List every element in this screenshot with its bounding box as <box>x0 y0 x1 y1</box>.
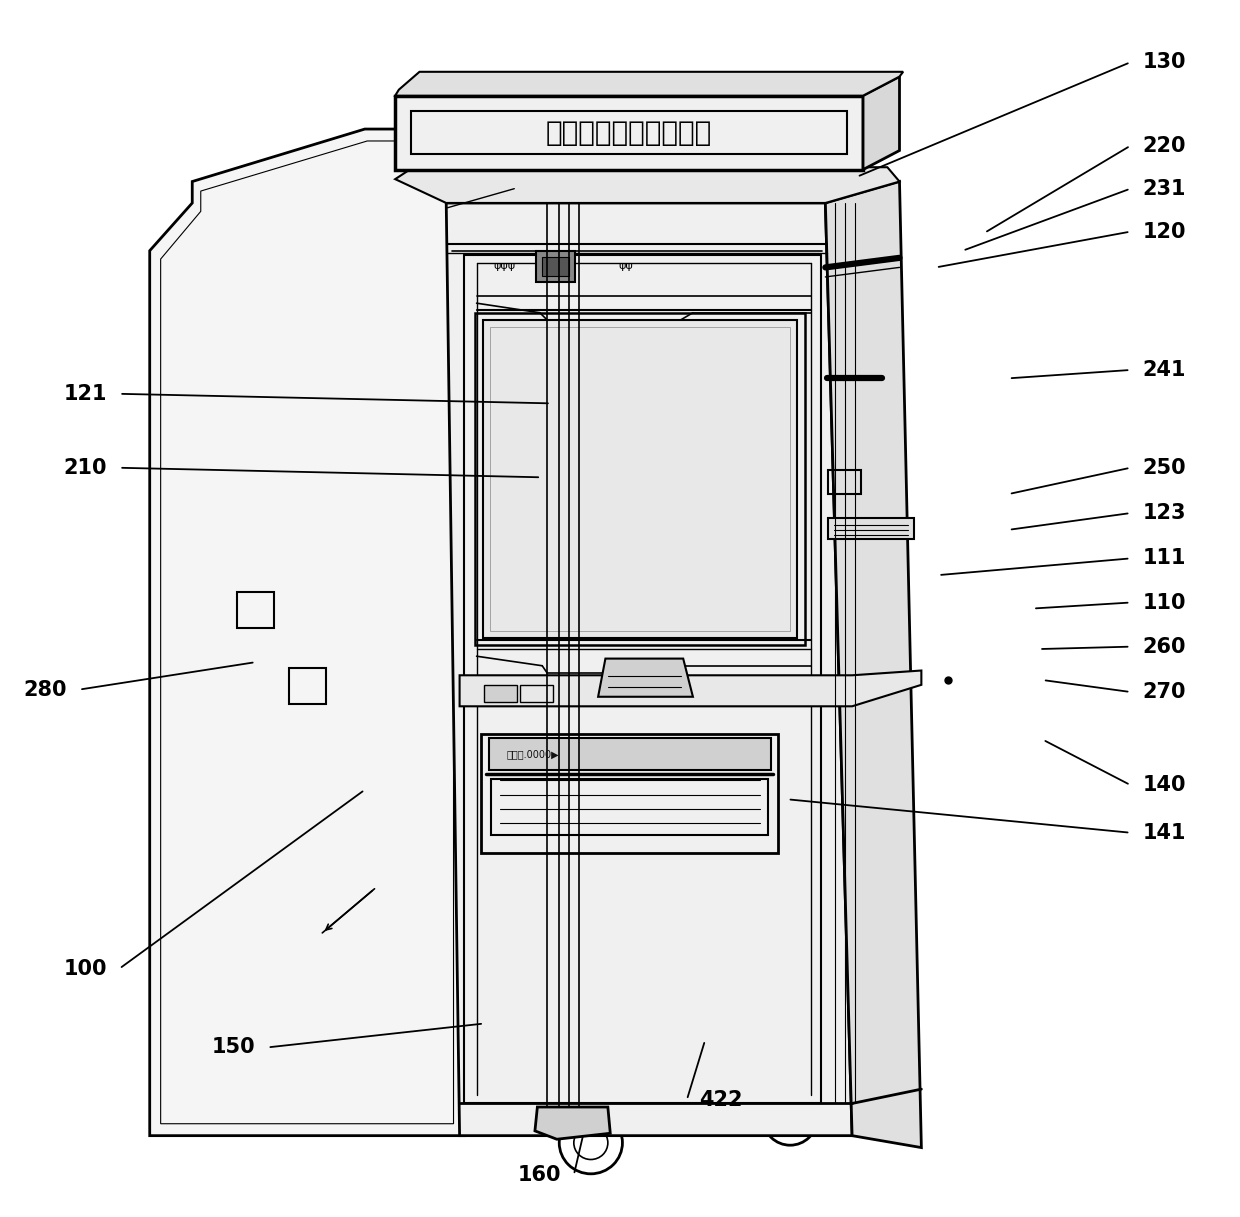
Text: 280: 280 <box>24 679 67 700</box>
Text: ψψ: ψψ <box>619 262 634 271</box>
Text: 140: 140 <box>1142 775 1185 795</box>
Text: 121: 121 <box>63 383 107 404</box>
Text: 250: 250 <box>1142 458 1187 478</box>
Polygon shape <box>150 129 465 1135</box>
Text: 130: 130 <box>1142 52 1185 72</box>
Text: 150: 150 <box>212 1037 255 1058</box>
Text: ψψψ: ψψψ <box>494 262 516 271</box>
Text: 驾驶证自助发放一体机: 驾驶证自助发放一体机 <box>546 118 712 146</box>
Polygon shape <box>482 320 797 639</box>
Polygon shape <box>481 734 777 853</box>
Text: 110: 110 <box>1142 593 1185 612</box>
Polygon shape <box>484 685 517 701</box>
Text: 120: 120 <box>1142 221 1185 242</box>
Text: 270: 270 <box>1142 682 1185 702</box>
Text: 260: 260 <box>1142 636 1185 657</box>
Circle shape <box>233 1095 263 1123</box>
Text: 241: 241 <box>1142 360 1185 380</box>
Text: 100: 100 <box>63 959 107 978</box>
Text: 220: 220 <box>1142 136 1185 156</box>
Polygon shape <box>598 658 693 697</box>
Polygon shape <box>396 72 903 96</box>
Polygon shape <box>534 1107 610 1139</box>
Polygon shape <box>446 203 852 1135</box>
Polygon shape <box>863 77 899 169</box>
Text: 141: 141 <box>1142 823 1185 842</box>
Text: 231: 231 <box>1142 179 1185 198</box>
Polygon shape <box>542 257 569 276</box>
Text: 111: 111 <box>1142 549 1185 568</box>
Polygon shape <box>460 671 921 706</box>
Polygon shape <box>828 518 914 539</box>
Text: 123: 123 <box>1142 503 1185 523</box>
Polygon shape <box>396 167 899 203</box>
Text: 210: 210 <box>63 458 107 478</box>
Polygon shape <box>396 96 863 169</box>
Text: 422: 422 <box>699 1090 743 1110</box>
Polygon shape <box>826 181 921 1148</box>
Text: 驾驶证.0000▶: 驾驶证.0000▶ <box>507 748 559 759</box>
Text: 160: 160 <box>518 1165 562 1185</box>
Polygon shape <box>489 739 771 769</box>
Polygon shape <box>536 251 575 281</box>
